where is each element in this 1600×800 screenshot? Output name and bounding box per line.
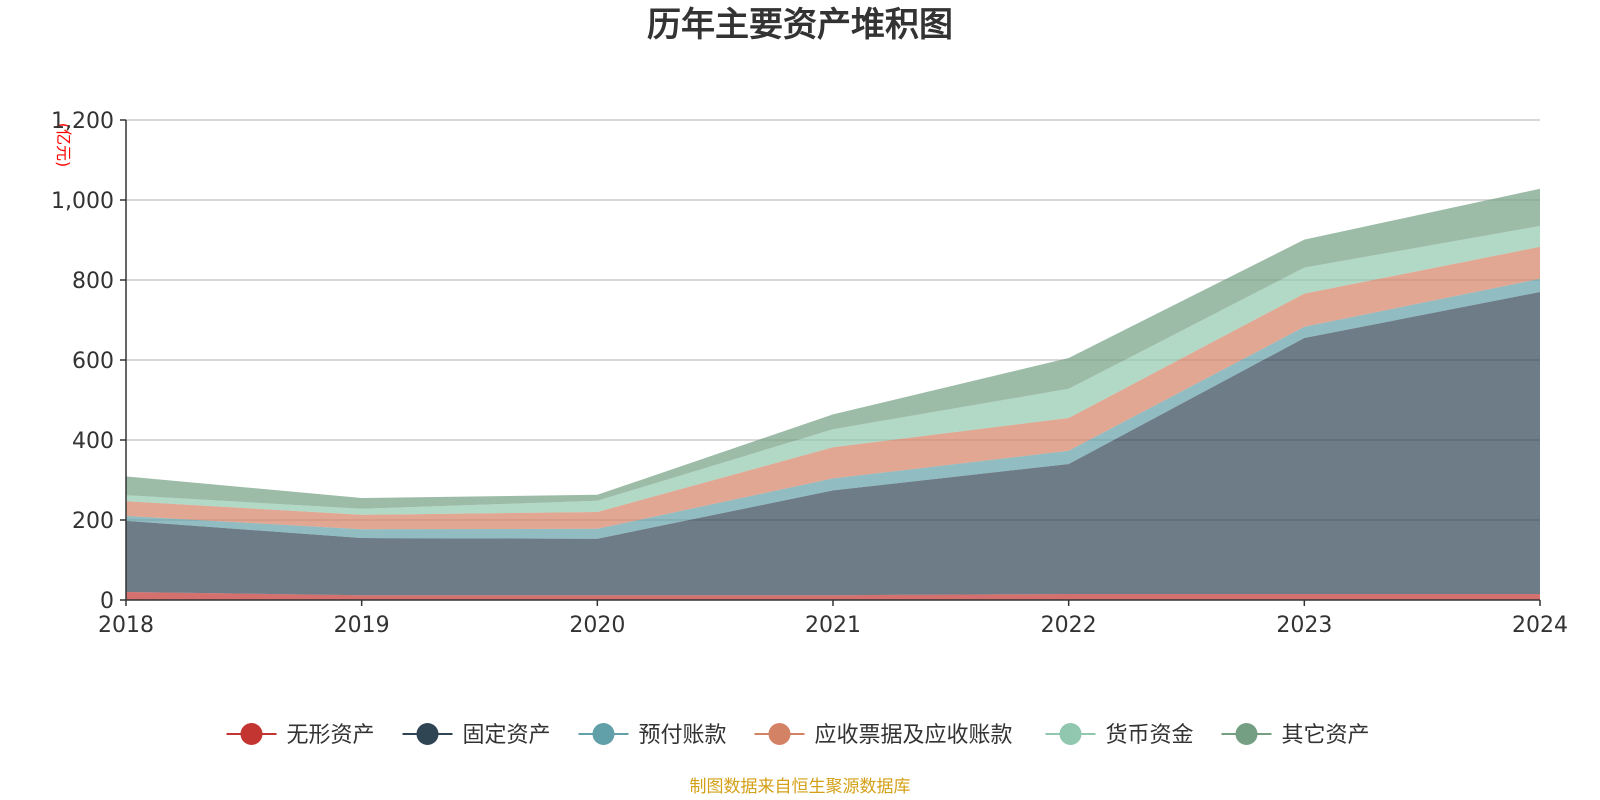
x-tick-label: 2018 — [98, 613, 154, 638]
area-series — [126, 188, 1540, 600]
x-tick-label: 2020 — [569, 613, 625, 638]
legend-marker — [768, 723, 791, 745]
y-tick-label: 800 — [72, 269, 114, 294]
legend-label: 固定资产 — [463, 723, 551, 748]
area-货币资金 — [126, 226, 1540, 515]
x-tick-label: 2022 — [1041, 613, 1097, 638]
legend-item[interactable]: 固定资产 — [402, 723, 551, 748]
x-tick-label: 2019 — [334, 613, 390, 638]
legend-item[interactable]: 货币资金 — [1045, 723, 1194, 748]
legend-label: 其它资产 — [1282, 723, 1370, 748]
area-固定资产 — [126, 292, 1540, 596]
legend-item[interactable]: 预付账款 — [578, 723, 727, 748]
chart-title: 历年主要资产堆积图 — [647, 5, 953, 45]
area-应收票据及应收账款 — [126, 246, 1540, 530]
y-tick-label: 1,000 — [51, 189, 114, 214]
area-其它资产 — [126, 188, 1540, 509]
area-预付账款 — [126, 278, 1540, 539]
legend-label: 货币资金 — [1106, 723, 1194, 748]
legend-marker — [1059, 723, 1082, 745]
x-tick-label: 2021 — [805, 613, 861, 638]
y-tick-label: 200 — [72, 509, 114, 534]
y-tick-label: 1,200 — [51, 109, 114, 134]
legend-item[interactable]: 应收票据及应收账款 — [754, 723, 1013, 748]
legend-label: 预付账款 — [639, 723, 727, 748]
legend-label: 无形资产 — [287, 723, 375, 748]
x-tick-label: 2024 — [1512, 613, 1568, 638]
legend-marker — [1235, 723, 1258, 745]
y-tick-label: 600 — [72, 349, 114, 374]
legend-item[interactable]: 其它资产 — [1221, 723, 1370, 748]
legend: 无形资产 固定资产 预付账款 应收票据及应收账款 货币资金 其它资产 — [226, 723, 1370, 748]
source-note: 制图数据来自恒生聚源数据库 — [690, 777, 911, 797]
legend-marker — [592, 723, 615, 745]
x-tick-labels: 2018 2019 2020 2021 2022 2023 2024 — [98, 600, 1568, 638]
legend-label: 应收票据及应收账款 — [815, 723, 1013, 748]
legend-marker — [240, 723, 263, 745]
y-tick-label: 0 — [100, 589, 114, 614]
y-tick-labels: 0 200 400 600 800 1,000 1,200 — [51, 109, 126, 614]
y-tick-label: 400 — [72, 429, 114, 454]
legend-marker — [416, 723, 439, 745]
legend-item[interactable]: 无形资产 — [226, 723, 375, 748]
y-axis-unit: (亿元) — [54, 123, 73, 168]
x-tick-label: 2023 — [1276, 613, 1332, 638]
